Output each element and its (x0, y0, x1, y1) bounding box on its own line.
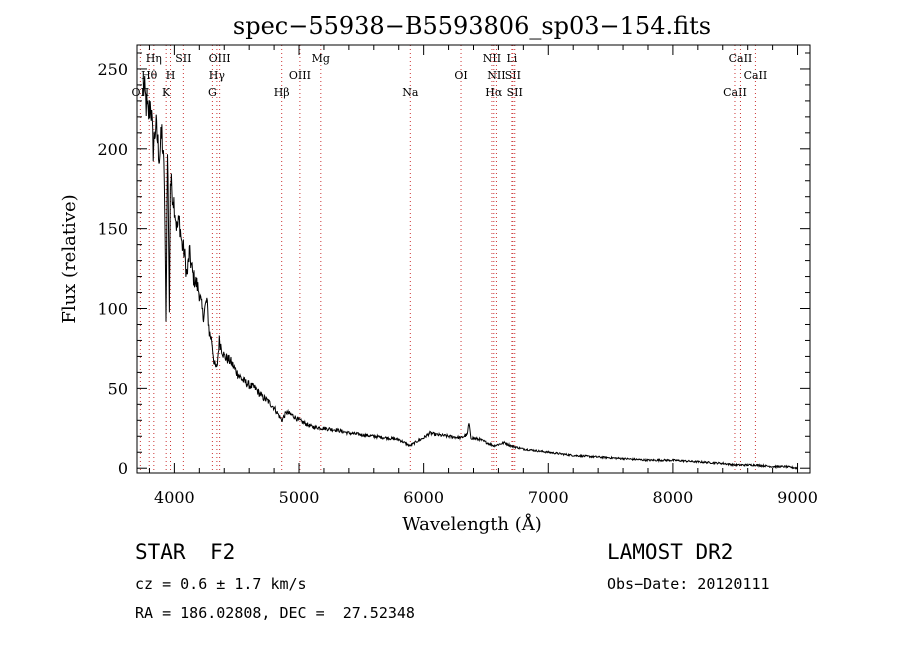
spectrum-line (142, 75, 798, 471)
y-tick-label-2: 100 (97, 300, 128, 319)
object-class: STAR (135, 540, 186, 564)
line-label-13: OI (454, 69, 467, 82)
line-label-8: OIII (209, 52, 231, 65)
observation-date: Obs−Date: 20120111 (607, 575, 770, 593)
line-label-3: K (162, 86, 171, 99)
line-label-12: Na (402, 86, 419, 99)
y-tick-label-3: 150 (97, 220, 128, 239)
line-label-21: CaII (729, 52, 753, 65)
line-label-4: H (166, 69, 176, 82)
line-label-11: Mg (312, 52, 330, 65)
x-tick-label-3: 7000 (528, 488, 569, 507)
x-tick-label-4: 8000 (653, 488, 694, 507)
line-label-16: NII (487, 69, 505, 82)
x-tick-label-0: 4000 (154, 488, 195, 507)
coordinates: RA = 186.02808, DEC = 27.52348 (135, 604, 415, 622)
line-label-15: Hα (485, 86, 503, 99)
x-tick-label-1: 5000 (279, 488, 320, 507)
line-label-5: SII (175, 52, 191, 65)
redshift-velocity: cz = 0.6 ± 1.7 km/s (135, 575, 307, 593)
y-axis-label: Flux (relative) (59, 194, 80, 323)
line-label-14: NII (483, 52, 501, 65)
line-label-10: OIII (289, 69, 311, 82)
line-label-17: Li (506, 52, 517, 65)
object-subclass: F2 (210, 540, 236, 564)
x-tick-label-2: 6000 (403, 488, 444, 507)
chart-title: spec−55938−B5593806_sp03−154.fits (233, 12, 711, 40)
line-label-19: SII (507, 86, 523, 99)
line-label-18: SII (505, 69, 521, 82)
plot-frame (136, 44, 811, 474)
line-label-9: Hβ (274, 86, 290, 99)
y-tick-label-5: 250 (97, 60, 128, 79)
line-label-6: G (208, 86, 217, 99)
line-label-7: Hγ (209, 69, 226, 82)
y-tick-label-0: 0 (118, 459, 128, 478)
y-tick-label-1: 50 (108, 379, 128, 398)
axes: 4000 5000 6000 7000 8000 9000 0 50 100 150 200 250 (97, 45, 818, 507)
x-tick-label-5: 9000 (777, 488, 818, 507)
x-axis-label: Wavelength (Å) (402, 513, 542, 535)
line-markers: OIIHθHηKHSIIGHγOIIIHβOIIIMgNaOINIIHαNIIL… (132, 45, 768, 473)
line-label-2: Hη (146, 52, 162, 65)
line-label-20: CaII (723, 86, 747, 99)
survey-name: LAMOST DR2 (607, 540, 734, 564)
line-label-22: CaII (744, 69, 768, 82)
y-tick-label-4: 200 (97, 140, 128, 159)
